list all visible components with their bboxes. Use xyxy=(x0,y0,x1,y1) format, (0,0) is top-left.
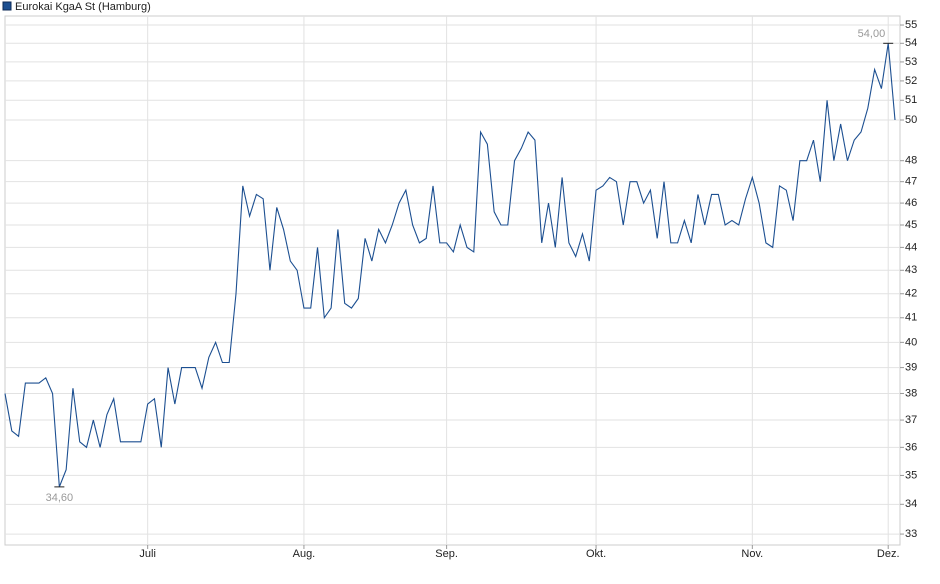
y-tick-label: 34 xyxy=(905,498,917,510)
y-tick-label: 55 xyxy=(905,19,917,31)
y-tick-label: 51 xyxy=(905,94,917,106)
y-tick-label: 38 xyxy=(905,387,917,399)
y-tick-label: 37 xyxy=(905,414,917,426)
y-tick-label: 47 xyxy=(905,176,917,188)
y-tick-label: 52 xyxy=(905,75,917,87)
y-tick-label: 45 xyxy=(905,219,917,231)
x-tick-label: Dez. xyxy=(877,548,900,560)
legend-label: Eurokai KgaA St (Hamburg) xyxy=(15,1,151,13)
extreme-label: 54,00 xyxy=(858,28,886,40)
y-tick-label: 54 xyxy=(905,37,917,49)
legend-swatch xyxy=(2,1,12,11)
y-tick-label: 53 xyxy=(905,56,917,68)
y-tick-label: 40 xyxy=(905,336,917,348)
x-tick-label: Sep. xyxy=(435,548,458,560)
x-tick-label: Nov. xyxy=(741,548,763,560)
y-tick-label: 41 xyxy=(905,312,917,324)
y-tick-label: 48 xyxy=(905,155,917,167)
y-tick-label: 36 xyxy=(905,441,917,453)
plot-frame xyxy=(4,15,901,546)
y-tick-label: 44 xyxy=(905,241,917,253)
x-tick-label: Okt. xyxy=(586,548,606,560)
x-tick-label: Aug. xyxy=(293,548,316,560)
y-tick-label: 42 xyxy=(905,288,917,300)
y-tick-label: 33 xyxy=(905,528,917,540)
extreme-label: 34,60 xyxy=(46,492,74,504)
y-tick-label: 35 xyxy=(905,469,917,481)
price-line xyxy=(4,43,896,488)
y-tick-label: 50 xyxy=(905,114,917,126)
y-tick-label: 46 xyxy=(905,197,917,209)
y-tick-label: 39 xyxy=(905,362,917,374)
y-tick-label: 43 xyxy=(905,264,917,276)
x-tick-label: Juli xyxy=(139,548,156,560)
